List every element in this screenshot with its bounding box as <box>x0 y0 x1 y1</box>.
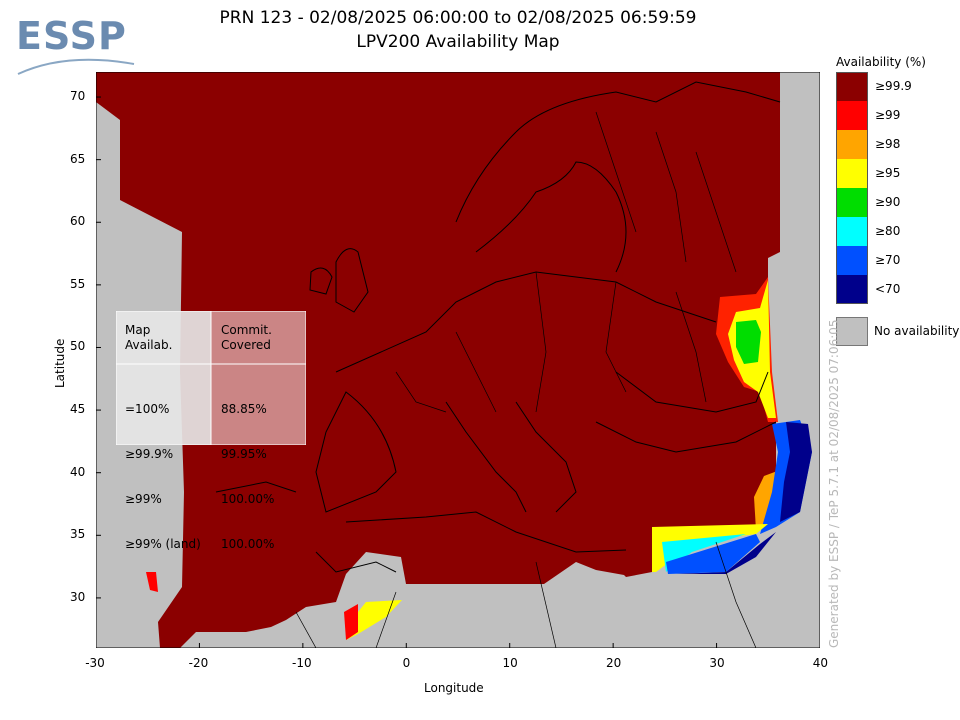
y-tick-label: 55 <box>70 276 86 291</box>
legend-title: Availability (%) <box>836 55 926 69</box>
x-tick-label: -30 <box>85 656 105 670</box>
axis-ticks <box>96 96 820 648</box>
legend-swatch <box>836 246 868 275</box>
legend-label: ≥99.9 <box>875 79 912 93</box>
y-tick-label: 60 <box>70 214 86 229</box>
stats-table-background <box>116 311 306 445</box>
coastlines <box>215 81 781 573</box>
legend-swatch <box>836 159 868 188</box>
borders <box>295 111 757 648</box>
availability-region-high <box>96 72 780 648</box>
availability-region-south-blue <box>666 534 760 574</box>
x-tick-label: 20 <box>605 656 622 670</box>
coverage-stats-table: Map Availab. Commit. Covered =100% ≥99.9… <box>116 311 306 551</box>
stats-covered-1: 99.95% <box>221 447 267 461</box>
availability-region-south-dark <box>676 532 776 574</box>
legend-swatch <box>836 217 868 246</box>
y-tick-label: 50 <box>70 339 86 354</box>
y-axis-title: Latitude <box>53 338 67 388</box>
stats-covered-0: 88.85% <box>221 402 267 416</box>
y-tick-label: 65 <box>70 151 86 166</box>
availability-region-morocco-red <box>344 604 358 640</box>
stats-header-availability: Map Availab. <box>125 323 173 352</box>
x-tick-label: 30 <box>709 656 725 670</box>
map-title: PRN 123 - 02/08/2025 06:00:00 to 02/08/2… <box>219 8 697 28</box>
y-tick-label: 70 <box>70 89 86 104</box>
legend-no-availability-swatch <box>836 317 868 346</box>
y-tick-label: 35 <box>70 527 86 542</box>
availability-region-canary-edge <box>146 572 158 592</box>
availability-region-levant-dark <box>780 422 812 522</box>
stats-covered-3: 100.00% <box>221 537 275 551</box>
stats-covered-2: 100.00% <box>221 492 275 506</box>
legend-label: ≥80 <box>875 224 901 238</box>
x-tick-label: 10 <box>502 656 518 670</box>
stats-covered: 88.85% 99.95% 100.00% 100.00% <box>221 372 274 582</box>
stats-level-3: ≥99% (land) <box>125 537 201 551</box>
generated-by-note: Generated by ESSP / TeP 5.7.1 at 02/08/2… <box>827 319 841 648</box>
y-tick-label: 40 <box>70 464 86 479</box>
legend-label: ≥70 <box>875 253 901 267</box>
x-tick-label: -20 <box>188 656 209 670</box>
y-tick-label: 45 <box>70 402 86 417</box>
x-tick-label: 0 <box>402 656 411 670</box>
legend-label: ≥99 <box>875 108 901 122</box>
availability-region-south-cyan <box>662 534 746 572</box>
legend-swatch <box>836 130 868 159</box>
x-tick-label: -10 <box>292 656 312 670</box>
legend-swatch <box>836 188 868 217</box>
stats-header-covered: Commit. Covered <box>221 323 272 352</box>
essp-logo: ESSP <box>16 14 136 80</box>
legend-swatch <box>836 72 868 101</box>
availability-region-east-green <box>736 320 761 364</box>
logo-swoosh-icon <box>17 58 135 75</box>
legend-label: ≥95 <box>875 166 901 180</box>
x-tick-label: 40 <box>812 656 829 670</box>
x-axis-title: Longitude <box>424 681 484 695</box>
legend-label: ≥98 <box>875 137 901 151</box>
legend-label: <70 <box>875 282 901 296</box>
legend-swatch <box>836 275 868 304</box>
availability-region-morocco-edge <box>346 600 402 640</box>
stats-levels: =100% ≥99.9% ≥99% ≥99% (land) <box>125 372 201 582</box>
legend-no-availability-label: No availability <box>874 324 960 338</box>
stats-level-1: ≥99.9% <box>125 447 174 461</box>
y-tick-label: 30 <box>70 589 86 604</box>
logo-text: ESSP <box>16 14 127 58</box>
stats-level-2: ≥99% <box>125 492 162 506</box>
legend-swatch <box>836 101 868 130</box>
legend-label: ≥90 <box>875 195 901 209</box>
map-subtitle: LPV200 Availability Map <box>356 32 560 52</box>
stats-level-0: =100% <box>125 402 170 416</box>
